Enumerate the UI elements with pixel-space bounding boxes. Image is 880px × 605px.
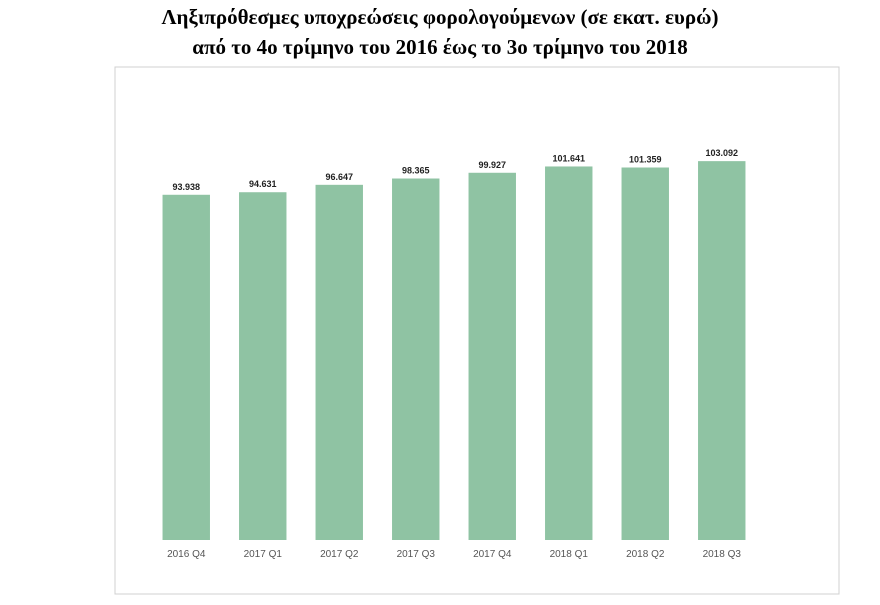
value-label: 93.938 — [172, 182, 200, 192]
bar — [392, 178, 440, 541]
value-label: 96.647 — [325, 172, 353, 182]
value-label: 101.359 — [629, 155, 662, 165]
value-label: 99.927 — [478, 160, 506, 170]
bar — [545, 166, 593, 540]
x-tick-label: 2018 Q1 — [550, 549, 589, 560]
x-tick-label: 2017 Q1 — [244, 549, 283, 560]
x-tick-label: 2017 Q4 — [473, 549, 512, 560]
bar — [162, 194, 210, 541]
x-tick-label: 2018 Q3 — [703, 549, 742, 560]
bar — [468, 172, 516, 540]
value-label: 103.092 — [705, 148, 738, 158]
bar — [315, 184, 363, 541]
value-label: 98.365 — [402, 166, 430, 176]
x-tick-label: 2017 Q3 — [397, 549, 436, 560]
chart-title: Ληξιπρόθεσμες υποχρεώσεις φορολογούμενων… — [161, 5, 718, 29]
x-tick-label: 2017 Q2 — [320, 549, 359, 560]
x-tick-label: 2018 Q2 — [626, 549, 665, 560]
x-tick-label: 2016 Q4 — [167, 549, 206, 560]
chart-frame — [114, 66, 840, 595]
bar — [239, 192, 287, 540]
bar — [698, 161, 746, 540]
bar — [621, 167, 669, 540]
value-label: 94.631 — [249, 179, 277, 189]
chart-subtitle: από το 4ο τρίμηνο του 2016 έως το 3ο τρί… — [192, 35, 687, 59]
value-label: 101.641 — [552, 153, 585, 163]
